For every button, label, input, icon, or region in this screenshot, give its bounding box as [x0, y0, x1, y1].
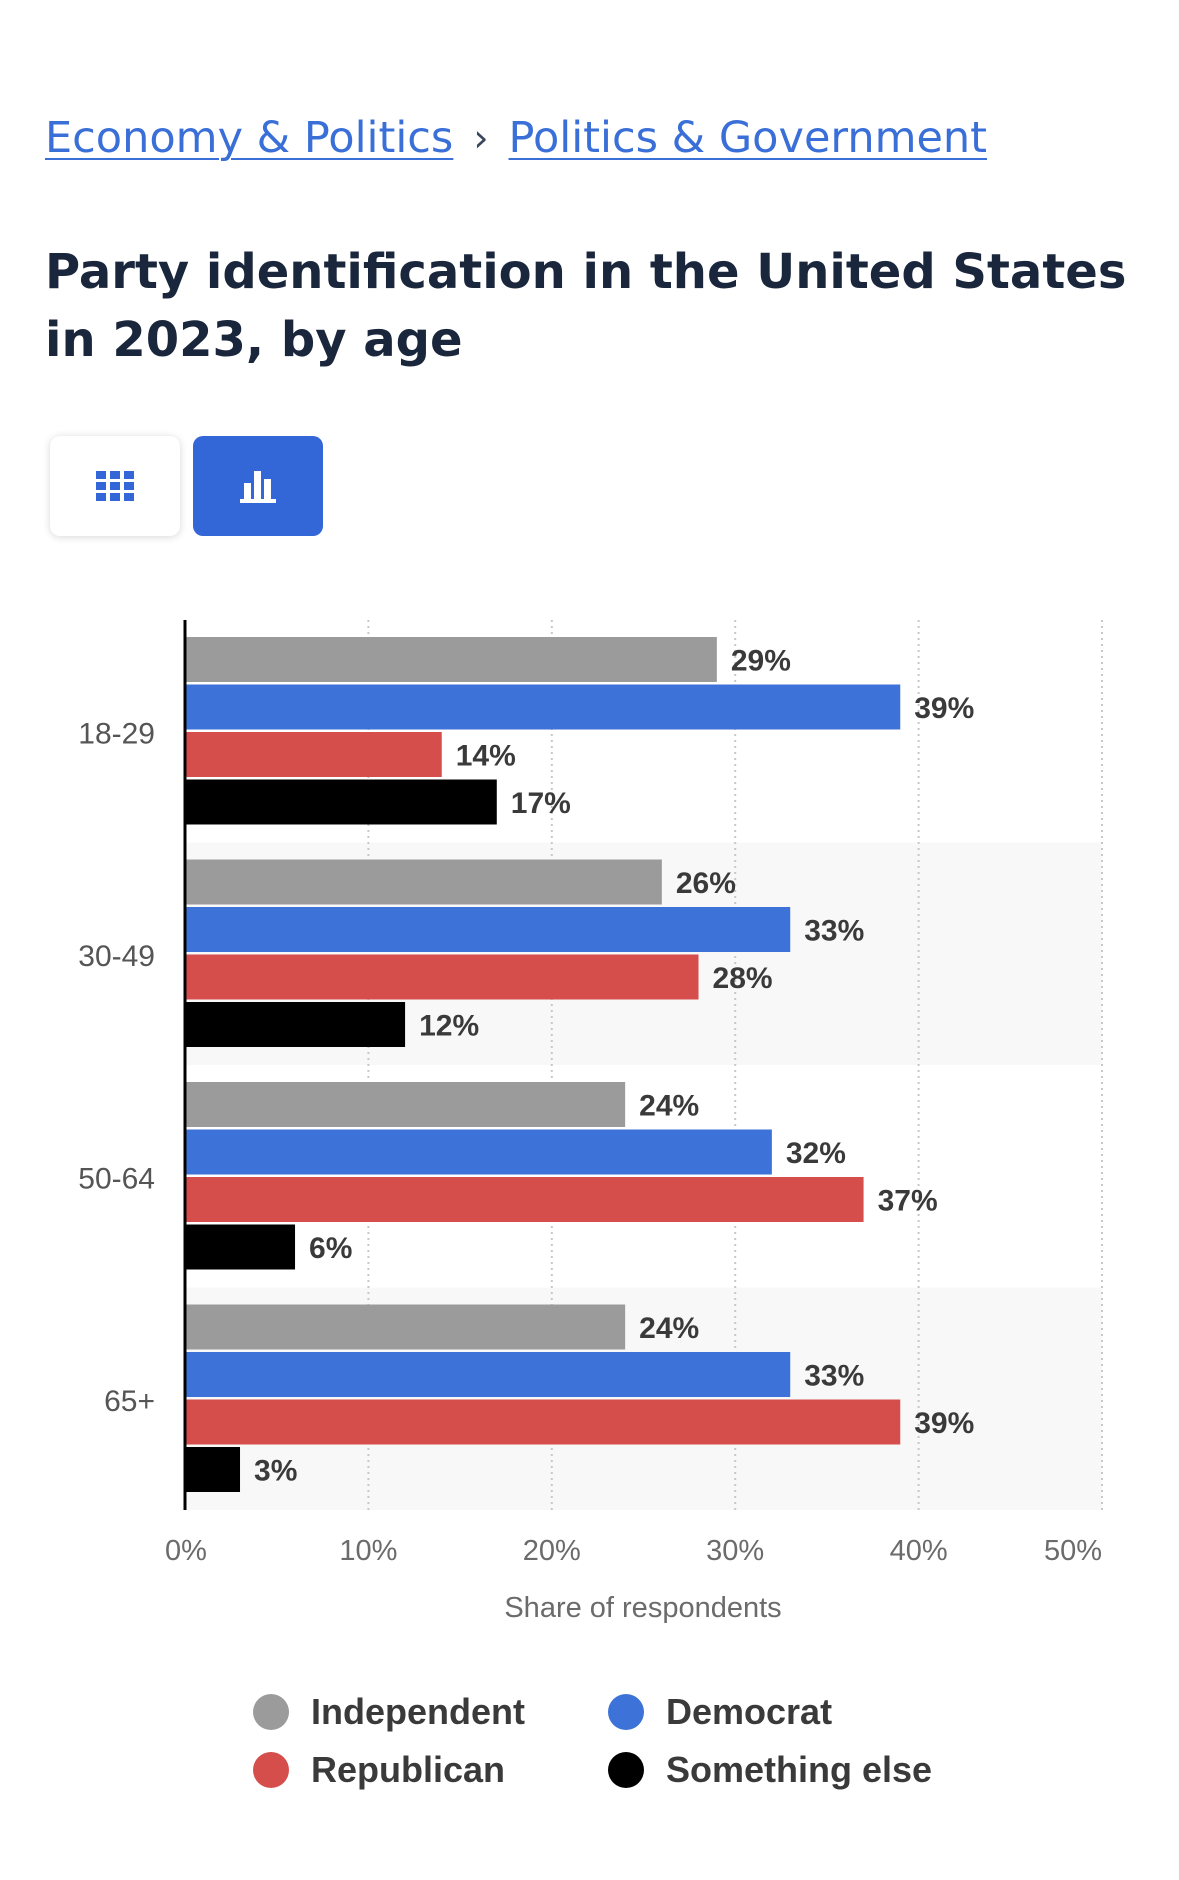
data-label-50-64-something-else: 6%	[309, 1232, 352, 1265]
x-tick-label-20: 20%	[523, 1535, 581, 1567]
breadcrumb-link-politics-government[interactable]: Politics & Government	[508, 113, 988, 163]
legend-item-republican[interactable]: Republican	[253, 1749, 608, 1790]
data-label-30-49-democrat: 33%	[804, 915, 864, 948]
legend-dot-republican	[253, 1752, 289, 1788]
grid-icon	[96, 471, 134, 501]
bar-18-29-democrat	[185, 684, 901, 730]
bar-18-29-republican	[185, 732, 442, 777]
legend-dot-independent	[253, 1694, 289, 1730]
breadcrumb: Economy & Politics › Politics & Governme…	[45, 98, 987, 178]
bar-30-49-independent	[185, 859, 662, 905]
legend-dot-something-else	[608, 1752, 644, 1788]
bar-30-49-democrat	[185, 907, 791, 952]
bar-chart: 29% 39% 14% 17% 18-29 26% 33% 28% 12% 30-49 24% 32%…	[78, 620, 1103, 1624]
bar-50-64-independent	[185, 1082, 626, 1127]
category-label-65: 65+	[104, 1385, 155, 1418]
bar-18-29-something-else	[185, 779, 497, 825]
bar-30-49-something-else	[185, 1002, 406, 1047]
data-label-65-democrat: 33%	[804, 1360, 864, 1393]
x-axis-title: Share of respondents	[504, 1592, 781, 1624]
category-label-30-49: 30-49	[78, 940, 155, 973]
data-label-30-49-independent: 26%	[676, 867, 736, 900]
data-label-65-something-else: 3%	[254, 1455, 297, 1488]
data-label-18-29-something-else: 17%	[511, 787, 571, 820]
data-label-50-64-independent: 24%	[639, 1090, 699, 1123]
category-label-18-29: 18-29	[78, 717, 155, 750]
legend-label-democrat: Democrat	[666, 1691, 833, 1732]
legend-item-democrat[interactable]: Democrat	[608, 1691, 968, 1732]
data-label-50-64-democrat: 32%	[786, 1137, 846, 1170]
bar-18-29-independent	[185, 637, 717, 682]
chart-view-button[interactable]	[193, 436, 323, 536]
bar-50-64-republican	[185, 1177, 864, 1222]
data-label-30-49-republican: 28%	[713, 962, 773, 995]
data-label-18-29-independent: 29%	[731, 645, 791, 678]
data-label-30-49-something-else: 12%	[419, 1010, 479, 1043]
breadcrumb-link-economy-politics[interactable]: Economy & Politics	[45, 113, 454, 163]
data-label-65-independent: 24%	[639, 1312, 699, 1345]
legend-item-something-else[interactable]: Something else	[608, 1749, 968, 1790]
bar-50-64-democrat	[185, 1129, 772, 1175]
bar-65-independent	[185, 1304, 626, 1350]
data-label-18-29-republican: 14%	[456, 740, 516, 773]
legend-item-independent[interactable]: Independent	[253, 1691, 608, 1732]
bar-50-64-something-else	[185, 1224, 296, 1270]
legend-dot-democrat	[608, 1694, 644, 1730]
bar-65-republican	[185, 1399, 901, 1445]
data-label-65-republican: 39%	[914, 1407, 974, 1440]
x-tick-label-40: 40%	[890, 1535, 948, 1567]
breadcrumb-separator-icon: ›	[473, 116, 489, 160]
x-tick-label-10: 10%	[339, 1535, 397, 1567]
table-view-button[interactable]	[50, 436, 180, 536]
page-title: Party identification in the United State…	[45, 244, 1127, 368]
bar-chart-icon	[240, 471, 276, 503]
bar-65-democrat	[185, 1352, 791, 1397]
category-label-50-64: 50-64	[78, 1162, 155, 1195]
legend-label-independent: Independent	[311, 1691, 525, 1732]
x-tick-label-0: 0%	[165, 1535, 207, 1567]
bar-30-49-republican	[185, 954, 699, 1000]
data-label-18-29-democrat: 39%	[914, 692, 974, 725]
x-tick-label-30: 30%	[706, 1535, 764, 1567]
x-tick-label-50: 50%	[1044, 1535, 1102, 1567]
bar-65-something-else	[185, 1447, 241, 1492]
legend-label-republican: Republican	[311, 1749, 506, 1790]
legend-label-something-else: Something else	[666, 1749, 933, 1790]
chart-legend: Independent Democrat Republican Somethin…	[253, 1691, 973, 1790]
data-label-50-64-republican: 37%	[878, 1185, 938, 1218]
